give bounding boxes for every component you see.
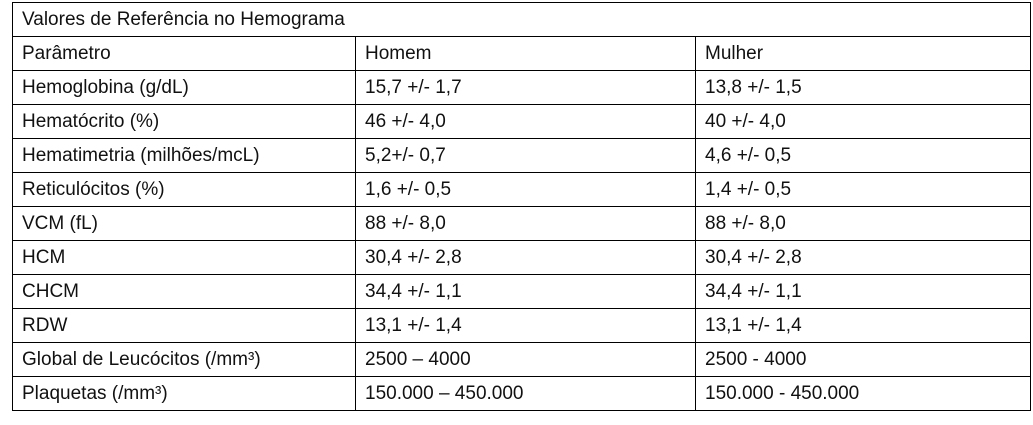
reference-table: Valores de Referência no Hemograma Parâm…: [11, 2, 1032, 411]
value-cell: 13,8 +/- 1,5: [694, 70, 1032, 105]
parameter-cell: CHCM: [12, 274, 356, 309]
table-title: Valores de Referência no Hemograma: [11, 2, 1032, 37]
value-cell: 13,1 +/- 1,4: [355, 308, 696, 343]
value-cell: 2500 - 4000: [694, 342, 1032, 377]
value-cell: 34,4 +/- 1,1: [694, 274, 1032, 309]
table-row: RDW 13,1 +/- 1,4 13,1 +/- 1,4: [12, 308, 1032, 343]
value-cell: 40 +/- 4,0: [694, 104, 1032, 139]
table-row: CHCM 34,4 +/- 1,1 34,4 +/- 1,1: [12, 274, 1032, 309]
parameter-cell: RDW: [12, 308, 356, 343]
parameter-cell: Global de Leucócitos (/mm³): [12, 342, 356, 377]
table-row: HCM 30,4 +/- 2,8 30,4 +/- 2,8: [12, 240, 1032, 275]
value-cell: 5,2+/- 0,7: [355, 138, 696, 173]
value-cell: 1,4 +/- 0,5: [694, 172, 1032, 207]
table-row: VCM (fL) 88 +/- 8,0 88 +/- 8,0: [12, 206, 1032, 241]
table-row: Hemoglobina (g/dL) 15,7 +/- 1,7 13,8 +/- 1…: [12, 70, 1032, 105]
parameter-cell: Hematimetria (milhões/mcL): [12, 138, 356, 173]
parameter-cell: HCM: [12, 240, 356, 275]
table-row: Hematimetria (milhões/mcL) 5,2+/- 0,7 4,6 …: [12, 138, 1032, 173]
parameter-cell: Hemoglobina (g/dL): [12, 70, 356, 105]
parameter-cell: Hematócrito (%): [12, 104, 356, 139]
table-row: Hematócrito (%) 46 +/- 4,0 40 +/- 4,0: [12, 104, 1032, 139]
table-row: Reticulócitos (%) 1,6 +/- 0,5 1,4 +/- 0,5: [12, 172, 1032, 207]
value-cell: 30,4 +/- 2,8: [355, 240, 696, 275]
table-row: Plaquetas (/mm³) 150.000 – 450.000 150.000…: [12, 376, 1032, 411]
parameter-cell: Plaquetas (/mm³): [12, 376, 356, 411]
header-cell: Parâmetro: [12, 36, 356, 71]
header-cell: Homem: [355, 36, 696, 71]
value-cell: 2500 – 4000: [355, 342, 696, 377]
table-body: Valores de Referência no Hemograma Parâm…: [11, 2, 1032, 411]
value-cell: 150.000 – 450.000: [355, 376, 696, 411]
value-cell: 1,6 +/- 0,5: [355, 172, 696, 207]
value-cell: 150.000 - 450.000: [694, 376, 1032, 411]
value-cell: 30,4 +/- 2,8: [694, 240, 1032, 275]
table-row: Global de Leucócitos (/mm³) 2500 – 4000 25…: [12, 342, 1032, 377]
value-cell: 15,7 +/- 1,7: [355, 70, 696, 105]
value-cell: 88 +/- 8,0: [355, 206, 696, 241]
value-cell: 4,6 +/- 0,5: [694, 138, 1032, 173]
value-cell: 34,4 +/- 1,1: [355, 274, 696, 309]
value-cell: 13,1 +/- 1,4: [694, 308, 1032, 343]
value-cell: 46 +/- 4,0: [355, 104, 696, 139]
parameter-cell: VCM (fL): [12, 206, 356, 241]
header-row: Parâmetro Homem Mulher: [12, 36, 1032, 71]
header-cell: Mulher: [694, 36, 1032, 71]
title-row: Valores de Referência no Hemograma: [11, 2, 1032, 37]
parameter-cell: Reticulócitos (%): [12, 172, 356, 207]
value-cell: 88 +/- 8,0: [694, 206, 1032, 241]
